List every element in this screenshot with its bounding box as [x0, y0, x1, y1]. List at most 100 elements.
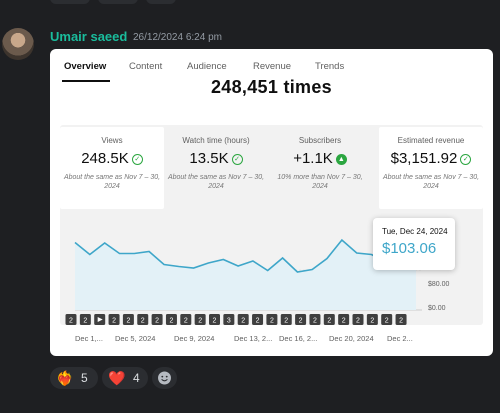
smiley-icon: [158, 371, 171, 385]
chart-tooltip: Tue, Dec 24, 2024 $103.06: [373, 218, 455, 270]
upload-marker-count: 2: [342, 318, 346, 325]
previous-reaction[interactable]: [98, 0, 138, 4]
fire-heart-icon: ❤️‍🔥: [56, 370, 74, 386]
tab-trends[interactable]: Trends: [315, 61, 345, 72]
reaction-heart[interactable]: ❤️ 4: [102, 367, 148, 389]
upload-marker-count: 2: [169, 318, 173, 325]
upload-marker: [280, 314, 292, 325]
tab-revenue[interactable]: Revenue: [253, 61, 292, 72]
x-tick-label: Dec 9, 2024: [174, 334, 215, 343]
upload-marker: [165, 314, 177, 325]
upload-marker-count: 2: [69, 318, 73, 325]
check-circle-icon: ✓: [131, 153, 143, 165]
upload-marker: [366, 314, 378, 325]
tooltip-date: Tue, Dec 24, 2024: [382, 227, 448, 236]
revenue-chart[interactable]: 2 2 2 2 2 2 2 2 2 2 3 2 2 2 2 2 2 2 2 2 2 2 2: [50, 49, 493, 356]
upload-marker: [151, 314, 163, 325]
avatar[interactable]: [2, 28, 34, 60]
upload-marker-count: 2: [284, 318, 288, 325]
upload-marker-count: 3: [227, 318, 231, 325]
y-tick-label: $80.00: [428, 281, 450, 288]
reaction-fire-heart[interactable]: ❤️‍🔥 5: [50, 367, 98, 389]
upload-marker-count: 2: [270, 318, 274, 325]
upload-marker-count: 2: [256, 318, 260, 325]
x-tick-label: Dec 16, 2...: [279, 334, 318, 343]
upload-marker-count: 2: [112, 318, 116, 325]
upload-marker-count: 2: [198, 318, 202, 325]
upload-marker: [65, 314, 77, 325]
metric-label: Subscribers: [298, 136, 342, 145]
upload-marker: [323, 314, 335, 325]
y-tick-label: $0.00: [428, 305, 446, 312]
upload-marker: [309, 314, 321, 325]
metric-value: $3,151.92 ✓: [379, 150, 483, 167]
metric-note: About the same as Nov 7 – 30, 2024: [63, 174, 161, 190]
metric-label: Views: [101, 136, 123, 145]
upload-marker: [108, 314, 120, 325]
previous-add-reaction[interactable]: [146, 0, 176, 4]
upload-marker: [237, 314, 249, 325]
check-circle-icon: ✓: [231, 153, 243, 165]
metric-note: 10% more than Nov 7 – 30, 2024: [277, 174, 363, 190]
upload-marker-count: 2: [370, 318, 374, 325]
upload-marker: [395, 314, 407, 325]
upload-marker: [352, 314, 364, 325]
upload-marker-count: 2: [385, 318, 389, 325]
upload-marker-count: 2: [313, 318, 317, 325]
upload-marker-count: 2: [83, 318, 87, 325]
upload-marker-count: 2: [184, 318, 188, 325]
tooltip-value: $103.06: [382, 240, 437, 257]
previous-reaction[interactable]: [50, 0, 90, 4]
heart-icon: ❤️: [108, 370, 126, 386]
metric-value: 13.5K ✓: [164, 150, 268, 167]
x-tick-label: Dec 1,...: [75, 334, 103, 343]
partial-heading: 248,451 times: [211, 77, 332, 97]
x-tick-label: Dec 2...: [387, 334, 413, 343]
upload-marker-count: 2: [299, 318, 303, 325]
x-tick-label: Dec 5, 2024: [115, 334, 156, 343]
metric-note: About the same as Nov 7 – 30, 2024: [382, 174, 480, 190]
upload-marker-count: 2: [126, 318, 130, 325]
upload-marker: [209, 314, 220, 325]
active-tab-indicator: [62, 80, 110, 82]
upload-marker-count: 2: [155, 318, 159, 325]
x-tick-label: Dec 20, 2024: [329, 334, 374, 343]
play-icon: [97, 317, 103, 322]
metric-watch-time[interactable]: Watch time (hours) 13.5K ✓ About the same…: [164, 127, 268, 209]
attached-screenshot[interactable]: Overview Content Audience Revenue Trends…: [50, 49, 493, 356]
reaction-count: 4: [133, 371, 140, 385]
upload-marker: [122, 314, 134, 325]
upload-marker: [381, 314, 393, 325]
upload-marker: [223, 314, 235, 325]
metric-views[interactable]: Views 248.5K ✓ About the same as Nov 7 – …: [60, 127, 164, 209]
upload-marker-count: 2: [327, 318, 331, 325]
series-line: [74, 238, 417, 273]
metric-note: About the same as Nov 7 – 30, 2024: [167, 174, 265, 190]
upload-marker: [252, 314, 264, 325]
upload-marker: [266, 314, 278, 325]
upload-marker: [194, 314, 206, 325]
tab-audience[interactable]: Audience: [187, 61, 227, 72]
up-arrow-icon: ▲: [335, 153, 347, 165]
tab-content[interactable]: Content: [129, 61, 163, 72]
check-circle-icon: ✓: [460, 153, 472, 165]
message-timestamp: 26/12/2024 6:24 pm: [133, 32, 222, 43]
metric-label: Watch time (hours): [182, 136, 250, 145]
upload-marker-count: 2: [356, 318, 360, 325]
tab-overview[interactable]: Overview: [64, 61, 107, 72]
upload-marker: [180, 314, 192, 325]
metric-estimated-revenue[interactable]: Estimated revenue $3,151.92 ✓ About the s…: [379, 127, 483, 209]
author-name[interactable]: Umair saeed: [50, 29, 128, 44]
add-reaction-button[interactable]: [152, 367, 177, 389]
upload-marker-count: 2: [241, 318, 245, 325]
series-area: [75, 240, 416, 310]
upload-marker: [137, 314, 149, 325]
metric-subscribers[interactable]: Subscribers +1.1K ▲ 10% more than Nov 7 –…: [268, 127, 372, 209]
upload-marker-count: 2: [141, 318, 145, 325]
upload-marker-count: 2: [399, 318, 403, 325]
upload-marker: [295, 314, 307, 325]
reaction-count: 5: [81, 371, 88, 385]
x-tick-label: Dec 13, 2...: [234, 334, 273, 343]
upload-marker: [79, 314, 91, 325]
metric-value: 248.5K ✓: [60, 150, 164, 167]
